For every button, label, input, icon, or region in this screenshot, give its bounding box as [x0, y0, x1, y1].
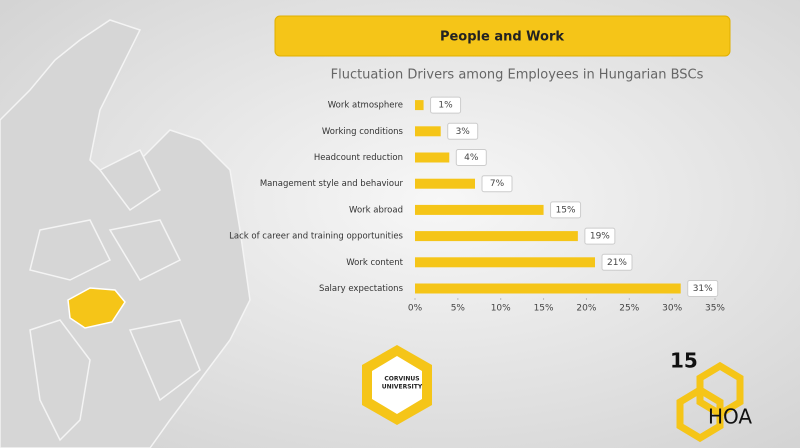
value-label-box [584, 227, 616, 245]
x-tick-label: 10% [491, 304, 511, 314]
header-bar [274, 15, 731, 57]
value-label: 15% [556, 205, 576, 215]
hexagon [696, 361, 744, 419]
bar [415, 204, 544, 215]
y-tick-label: Work abroad [349, 205, 403, 215]
y-tick-label: Working conditions [322, 127, 404, 137]
x-tick-label: 25% [619, 304, 639, 314]
europe-map [0, 19, 251, 448]
y-tick-label: Work content [346, 258, 403, 268]
value-label: 7% [490, 179, 505, 189]
bar [415, 231, 578, 242]
hexagon [676, 385, 724, 443]
x-tick-label: 30% [662, 304, 682, 314]
y-tick-label: Management style and behaviour [260, 179, 404, 189]
hungary [67, 287, 126, 329]
value-label: 21% [607, 258, 627, 268]
value-label-box [455, 149, 487, 166]
x-tick-label: 35% [705, 304, 725, 314]
value-label-box [550, 201, 582, 219]
value-label-box [430, 96, 462, 114]
corvinus-logo: CORVINUS UNIVERSITY [362, 345, 432, 425]
x-tick-label: 5% [451, 304, 466, 314]
x-tick-label: 0% [408, 304, 423, 314]
hexagon-inner [372, 356, 422, 414]
x-tick-label: 15% [534, 304, 554, 314]
bar [415, 257, 595, 268]
y-tick-label: Headcount reduction [314, 153, 403, 163]
x-tick-label: 20% [576, 304, 596, 314]
logo-text: CORVINUS [384, 376, 419, 383]
value-label-box [481, 175, 513, 193]
bar [415, 100, 424, 111]
y-tick-label: Lack of career and training opportunitie… [229, 232, 403, 242]
hoa-logo: 15 HOA [670, 349, 752, 443]
y-tick-label: Salary expectations [319, 284, 404, 294]
logo-text: UNIVERSITY [382, 384, 423, 391]
chart-title: Fluctuation Drivers among Employees in H… [331, 68, 704, 83]
bar [415, 126, 441, 137]
chart: 0% 5% 10% 15% 20% 25% 30% 35% Work atmosphere 1% W… [229, 96, 725, 314]
bar [415, 178, 475, 189]
value-label-box [687, 280, 719, 297]
value-label: 19% [590, 232, 610, 242]
bar [415, 283, 681, 294]
bar [415, 152, 450, 163]
header-title: People and Work [440, 30, 564, 45]
hoa: HOA [708, 405, 752, 429]
value-label: 1% [438, 101, 453, 111]
value-label: 31% [693, 284, 713, 294]
y-tick-label: Work atmosphere [328, 101, 403, 111]
value-label-box [447, 122, 479, 140]
value-label: 3% [456, 127, 471, 137]
value-label: 4% [464, 153, 479, 163]
anniversary: 15 [670, 349, 698, 373]
value-label-box [601, 253, 633, 271]
